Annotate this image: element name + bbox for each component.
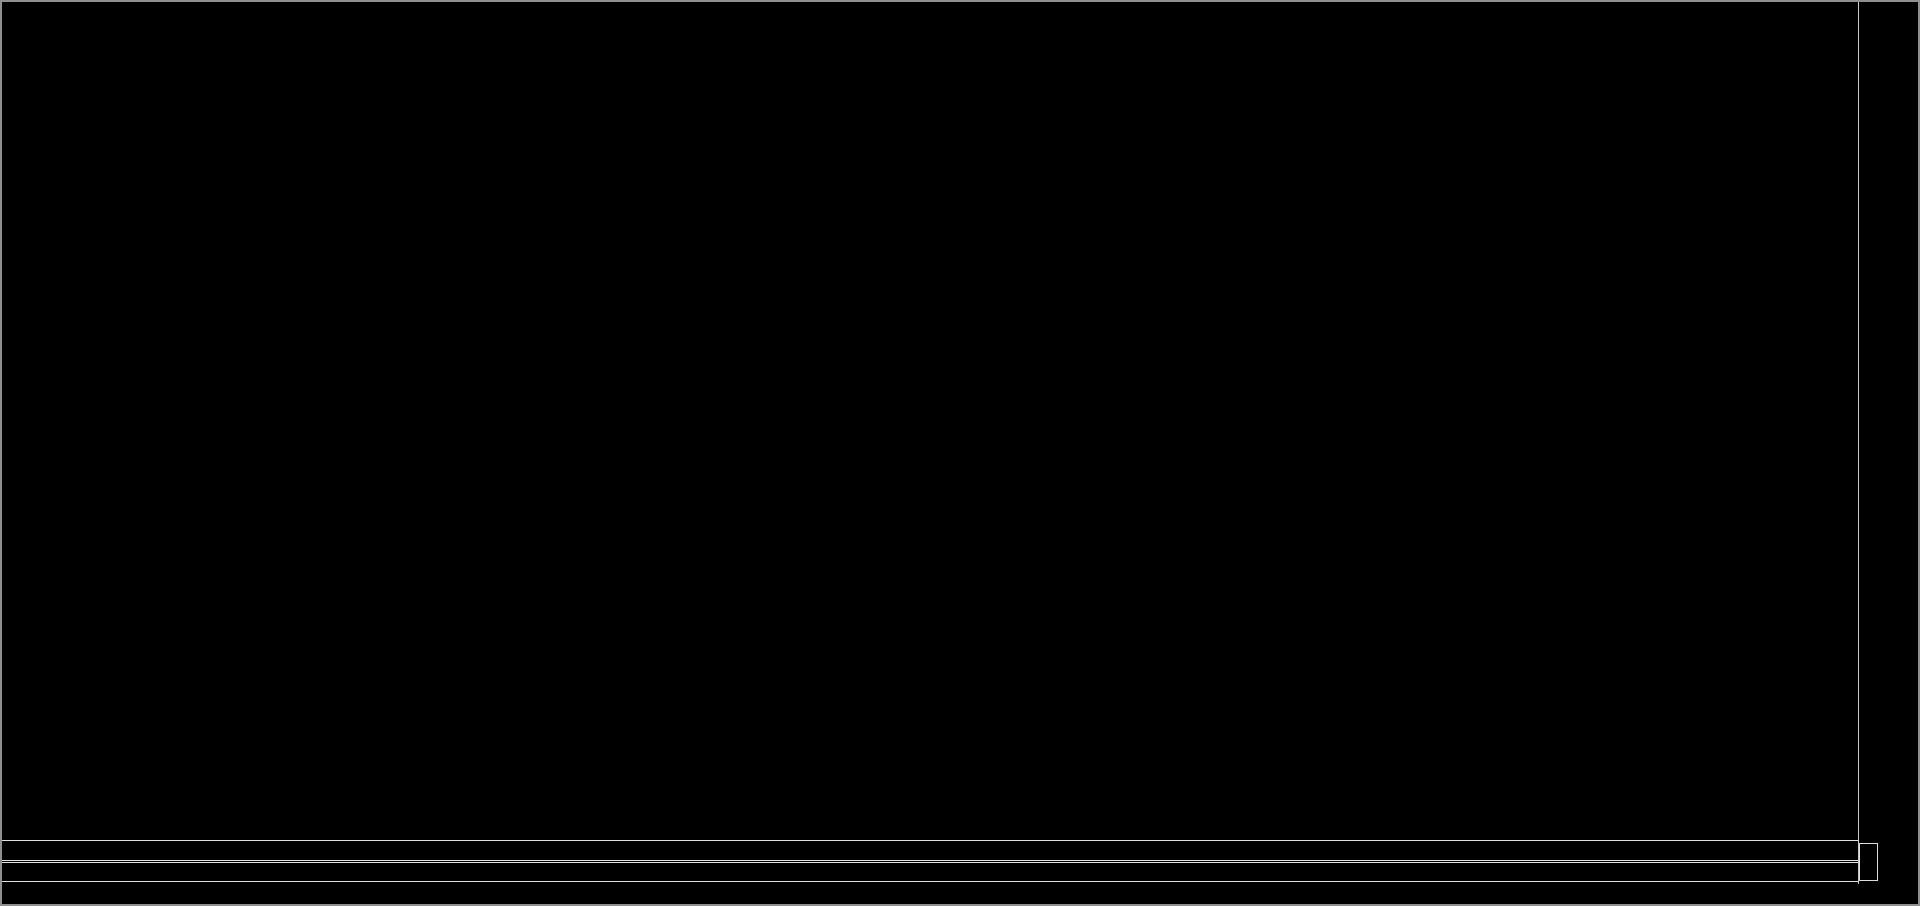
watchlist-row-1 [2, 840, 1858, 861]
watchlist-scroll-box[interactable] [1859, 843, 1878, 881]
price-axis-divider [1858, 2, 1859, 884]
watchlist-row-2 [2, 862, 1858, 882]
